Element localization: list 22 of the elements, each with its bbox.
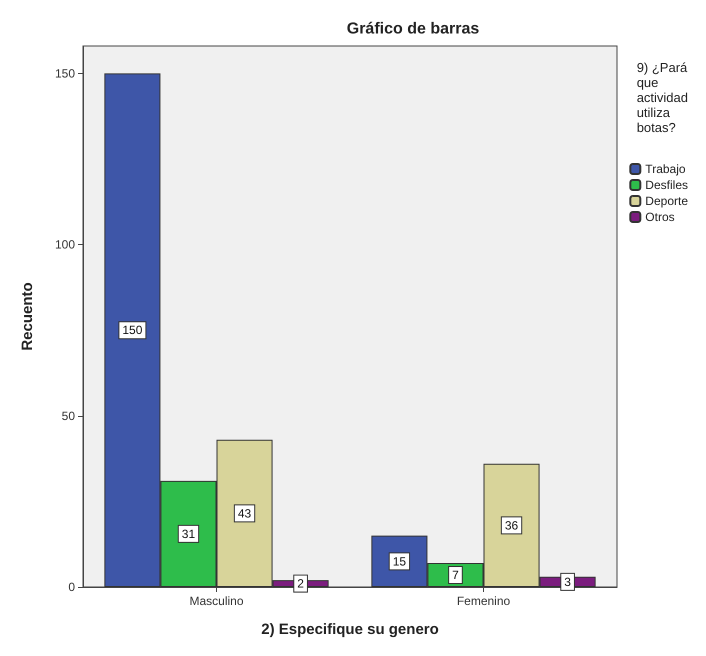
y-tick-label: 50 (62, 408, 76, 423)
data-label: 15 (392, 554, 406, 568)
x-tick-label: Masculino (189, 594, 244, 608)
legend-label: Trabajo (645, 162, 686, 176)
data-label: 7 (452, 568, 460, 582)
data-label: 2 (297, 576, 304, 591)
legend-title: 9) ¿Pará que actividad utiliza botas? (636, 60, 688, 135)
y-tick-label: 0 (68, 580, 76, 594)
data-label: 36 (504, 518, 519, 532)
legend-label: Otros (645, 210, 675, 224)
x-tick-label: Femenino (456, 594, 510, 608)
legend-label: Deporte (645, 194, 688, 208)
y-tick-label: 150 (54, 66, 76, 80)
y-axis-title: Recuento (19, 282, 36, 351)
data-label: 43 (238, 506, 252, 520)
legend-label: Desfiles (645, 178, 688, 192)
data-label: 150 (122, 323, 143, 338)
data-label: 3 (564, 574, 572, 589)
data-label: 31 (182, 526, 196, 541)
chart-title: Gráfico de barras (346, 20, 480, 38)
y-tick-label: 100 (54, 238, 76, 252)
x-axis-title: 2) Especifique su genero (261, 621, 439, 638)
